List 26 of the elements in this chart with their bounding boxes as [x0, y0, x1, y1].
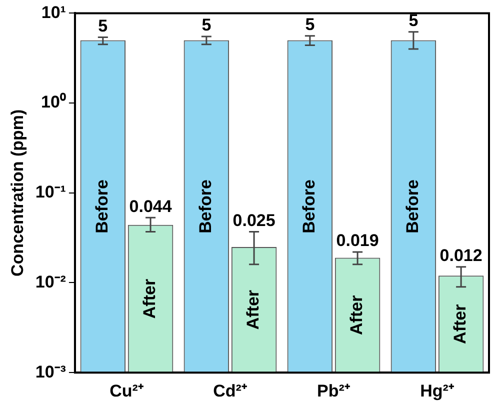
y-tick-label: 10⁰	[41, 92, 66, 112]
data-label: 5	[305, 15, 315, 34]
data-label: 0.019	[336, 231, 379, 250]
y-tick-label: 10⁻³	[35, 362, 66, 382]
x-tick-label: Pb²⁺	[317, 381, 350, 400]
y-tick-label: 10¹	[41, 2, 66, 22]
data-label: 0.012	[440, 246, 482, 266]
data-label: 0.044	[129, 196, 172, 216]
text: Before	[92, 179, 112, 234]
data-label: 5	[98, 16, 108, 36]
y-tick-label: 10⁻¹	[35, 182, 66, 202]
text: Before	[403, 179, 422, 234]
data-label: 5	[202, 16, 212, 35]
x-tick-label: Hg²⁺	[420, 381, 454, 400]
series-label: Before	[196, 179, 216, 234]
x-tick-label: Cu²⁺	[110, 381, 144, 400]
text: After	[244, 290, 263, 330]
y-axis-title: Concentration (ppm)	[8, 109, 27, 276]
data-label: 0.025	[232, 210, 276, 230]
x-tick-label: Cd²⁺	[213, 381, 248, 400]
text: After	[450, 304, 470, 344]
text: Before	[300, 179, 319, 234]
text: After	[347, 295, 366, 335]
series-label: After	[140, 278, 160, 319]
y-tick-label: 10⁻²	[35, 272, 66, 292]
data-label: 5	[408, 11, 418, 30]
